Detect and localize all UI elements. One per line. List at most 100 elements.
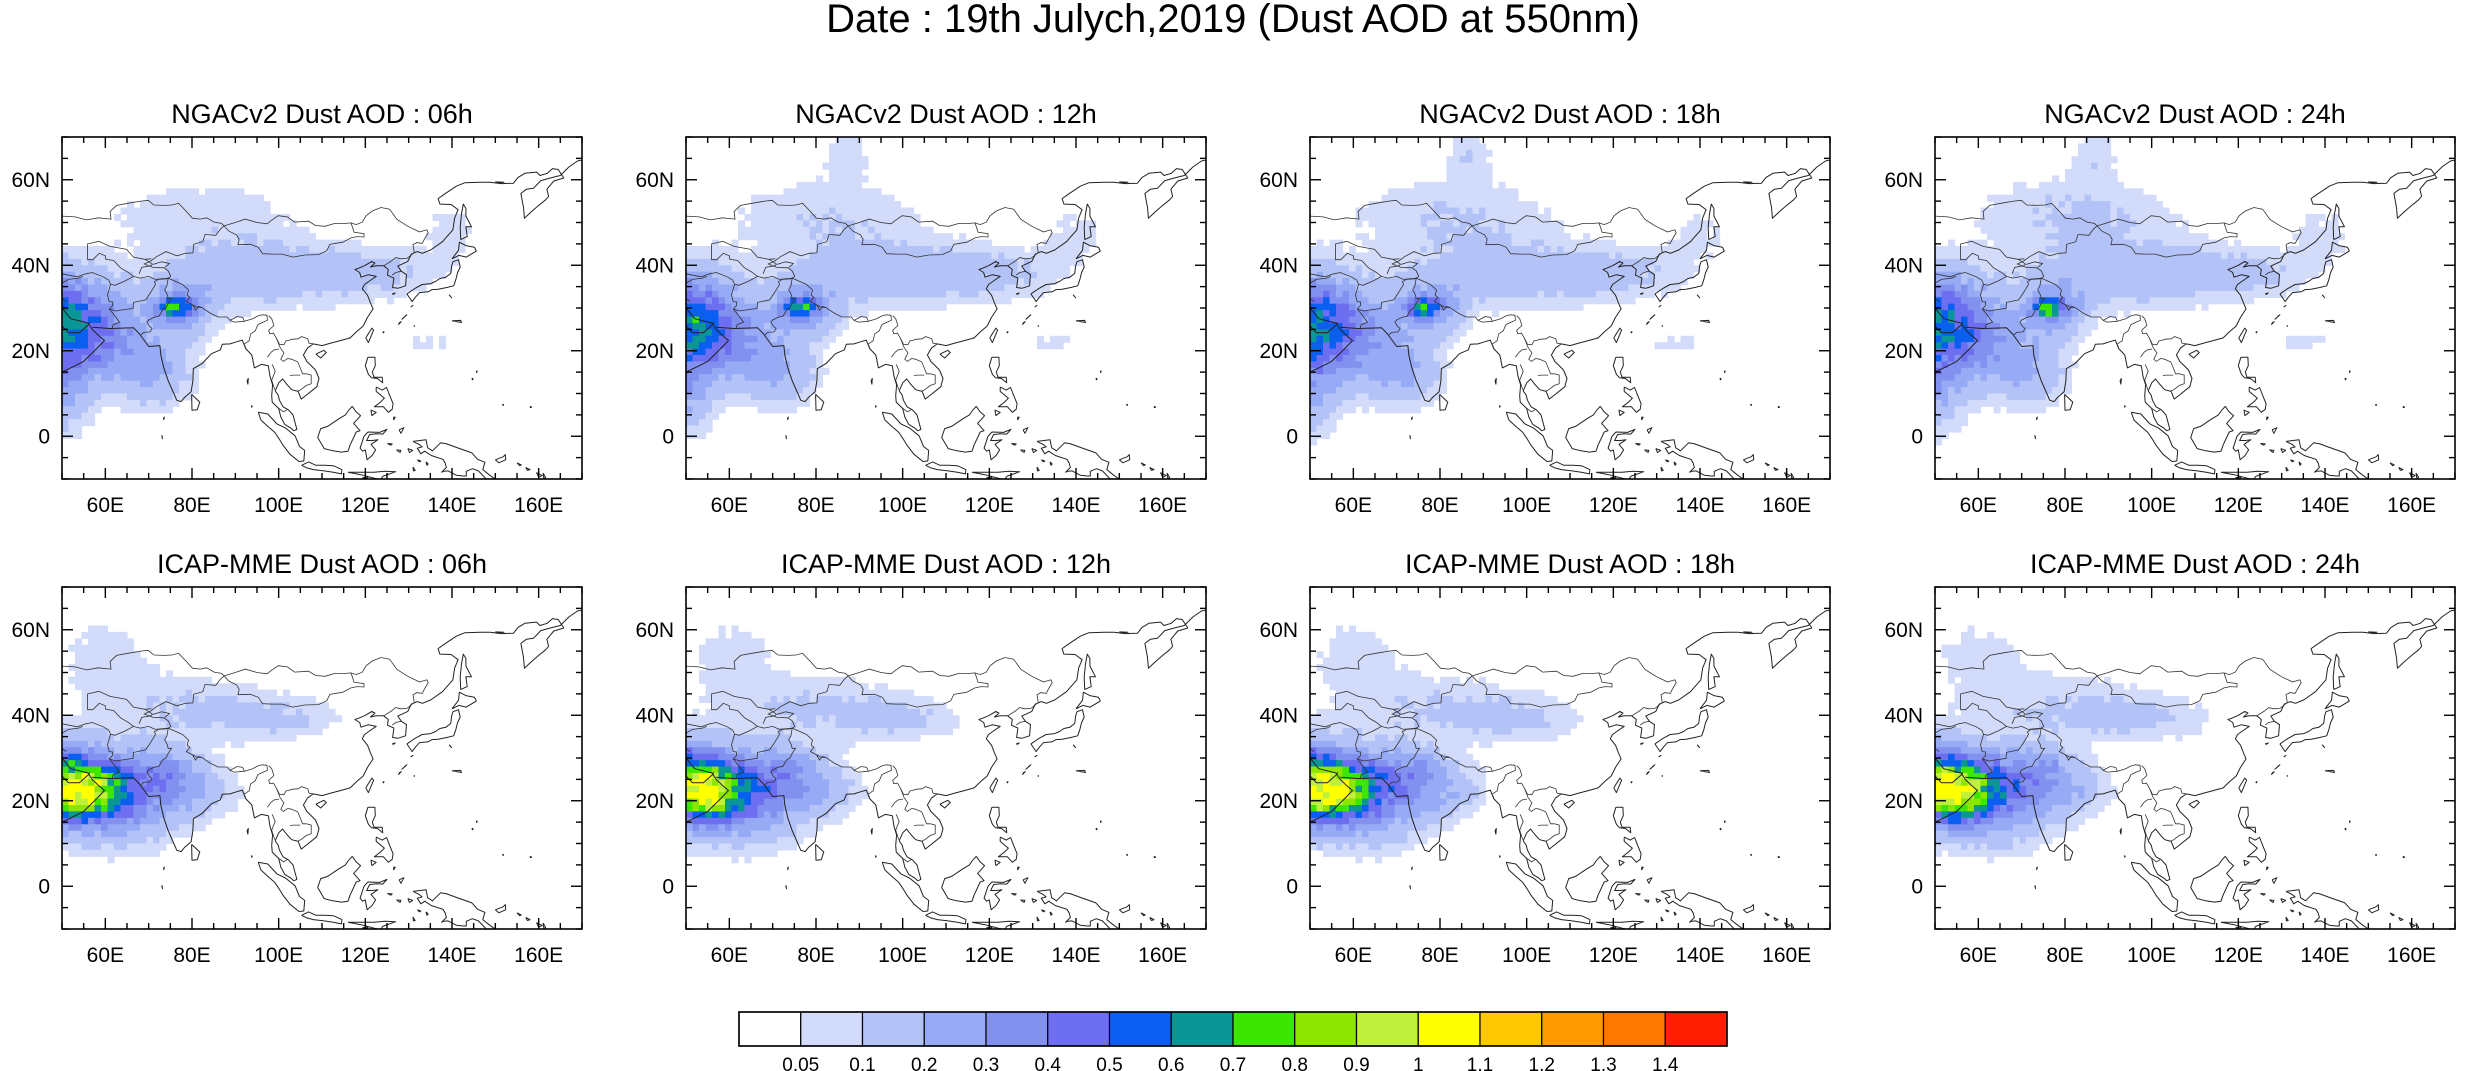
colorbar-swatch <box>1417 1011 1481 1047</box>
axis-ticks <box>1309 586 1831 930</box>
colorbar-label: 0.8 <box>1282 1055 1308 1071</box>
x-tick-label: 100E <box>1502 494 1551 517</box>
colorbar-swatch <box>1479 1011 1543 1047</box>
country-borders <box>62 199 429 413</box>
colorbar-swatch <box>800 1011 864 1047</box>
panel-title: ICAP-MME Dust AOD : 24h <box>2030 549 2360 579</box>
colorbar-label: 1.2 <box>1529 1055 1555 1071</box>
colorbar-label: 0.7 <box>1220 1055 1246 1071</box>
x-tick-label: 140E <box>1675 944 1724 967</box>
colorbar-swatch <box>1355 1011 1419 1047</box>
x-tick-label: 80E <box>797 944 834 967</box>
x-tick-label: 80E <box>1421 944 1458 967</box>
coastlines <box>686 609 1206 929</box>
map-panel: NGACv2 Dust AOD : 24h 60E 80E 100E 120E 140E 1… <box>1884 99 2456 517</box>
panel-title: ICAP-MME Dust AOD : 12h <box>781 549 1111 579</box>
y-tick-label: 60N <box>11 169 50 192</box>
coastlines <box>1310 159 1830 479</box>
y-tick-label: 0 <box>1911 875 1923 898</box>
axis-ticks <box>61 586 583 930</box>
country-borders <box>1935 649 2302 863</box>
figure-title: Date : 19th Julych,2019 (Dust AOD at 550… <box>826 0 1640 41</box>
country-borders <box>686 199 1053 413</box>
colorbar-swatch <box>861 1011 925 1047</box>
y-tick-label: 60N <box>1884 169 1923 192</box>
y-tick-label: 40N <box>635 254 674 277</box>
country-borders <box>1310 199 1677 413</box>
x-tick-label: 140E <box>2300 494 2349 517</box>
y-tick-label: 0 <box>38 875 50 898</box>
x-tick-label: 80E <box>2046 944 2083 967</box>
map-panel: NGACv2 Dust AOD : 18h 60E 80E 100E 120E 140E 1… <box>1259 99 1831 517</box>
x-tick-label: 100E <box>2127 944 2176 967</box>
x-tick-label: 160E <box>514 944 563 967</box>
x-tick-label: 160E <box>1138 494 1187 517</box>
country-borders <box>1935 199 2302 413</box>
x-tick-label: 120E <box>1589 494 1638 517</box>
panel-title: ICAP-MME Dust AOD : 06h <box>157 549 487 579</box>
x-tick-label: 80E <box>2046 494 2083 517</box>
country-borders <box>1310 649 1677 863</box>
map-panel: NGACv2 Dust AOD : 12h 60E 80E 100E 120E 140E 1… <box>635 99 1207 517</box>
y-tick-label: 20N <box>1259 790 1298 813</box>
x-tick-label: 120E <box>1589 944 1638 967</box>
x-tick-label: 140E <box>427 944 476 967</box>
y-tick-label: 60N <box>635 169 674 192</box>
y-tick-label: 40N <box>11 704 50 727</box>
y-tick-label: 40N <box>635 704 674 727</box>
panel-title: NGACv2 Dust AOD : 24h <box>2044 99 2346 129</box>
x-tick-label: 100E <box>1502 944 1551 967</box>
y-tick-label: 60N <box>11 619 50 642</box>
y-tick-label: 20N <box>1884 790 1923 813</box>
x-tick-label: 60E <box>711 944 748 967</box>
colorbar-label: 1.1 <box>1467 1055 1493 1071</box>
country-borders <box>62 649 429 863</box>
axis-ticks <box>61 136 583 480</box>
x-tick-label: 160E <box>1762 494 1811 517</box>
colorbar-swatch <box>738 1011 802 1047</box>
x-tick-label: 120E <box>965 494 1014 517</box>
axis-ticks <box>685 136 1207 480</box>
map-panel: ICAP-MME Dust AOD : 06h 60E 80E 100E 120E 140… <box>11 549 583 967</box>
colorbar: 0.05 0.1 0.2 0.3 0.4 0.5 0.6 0.7 0.8 0.9 1 1.1 1.2 1.… <box>738 1011 1728 1071</box>
y-tick-label: 20N <box>635 790 674 813</box>
x-tick-label: 60E <box>1335 944 1372 967</box>
x-tick-label: 60E <box>1960 494 1997 517</box>
colorbar-label: 0.1 <box>849 1055 875 1071</box>
x-tick-label: 120E <box>2214 494 2263 517</box>
x-tick-label: 120E <box>341 944 390 967</box>
y-tick-label: 60N <box>1884 619 1923 642</box>
colorbar-label: 0.3 <box>973 1055 999 1071</box>
aod-shading <box>1310 137 1721 446</box>
colorbar-swatch <box>923 1011 987 1047</box>
colorbar-label: 1.3 <box>1590 1055 1616 1071</box>
y-tick-label: 20N <box>11 790 50 813</box>
y-tick-label: 20N <box>11 340 50 363</box>
coastlines <box>62 609 582 929</box>
x-tick-label: 120E <box>341 494 390 517</box>
x-tick-label: 160E <box>2387 494 2436 517</box>
axis-ticks <box>685 586 1207 930</box>
x-tick-label: 80E <box>1421 494 1458 517</box>
colorbar-label: 0.5 <box>1096 1055 1122 1071</box>
x-tick-label: 160E <box>514 494 563 517</box>
colorbar-label: 0.6 <box>1158 1055 1184 1071</box>
x-tick-label: 80E <box>173 944 210 967</box>
x-tick-label: 160E <box>1762 944 1811 967</box>
colorbar-swatch <box>1047 1011 1111 1047</box>
y-tick-label: 40N <box>11 254 50 277</box>
x-tick-label: 160E <box>1138 944 1187 967</box>
panel-title: NGACv2 Dust AOD : 06h <box>171 99 473 129</box>
x-tick-label: 140E <box>427 494 476 517</box>
y-tick-label: 0 <box>1286 875 1298 898</box>
y-tick-label: 0 <box>1911 425 1923 448</box>
x-tick-label: 100E <box>254 944 303 967</box>
y-tick-label: 60N <box>635 619 674 642</box>
colorbar-label: 0.4 <box>1035 1055 1062 1071</box>
colorbar-label: 0.9 <box>1343 1055 1369 1071</box>
axis-ticks <box>1934 586 2456 930</box>
panels-grid: NGACv2 Dust AOD : 06h 60E 80E 100E 120E 140E 1… <box>11 99 2456 967</box>
aod-shading <box>62 188 473 439</box>
coastlines <box>686 159 1206 479</box>
